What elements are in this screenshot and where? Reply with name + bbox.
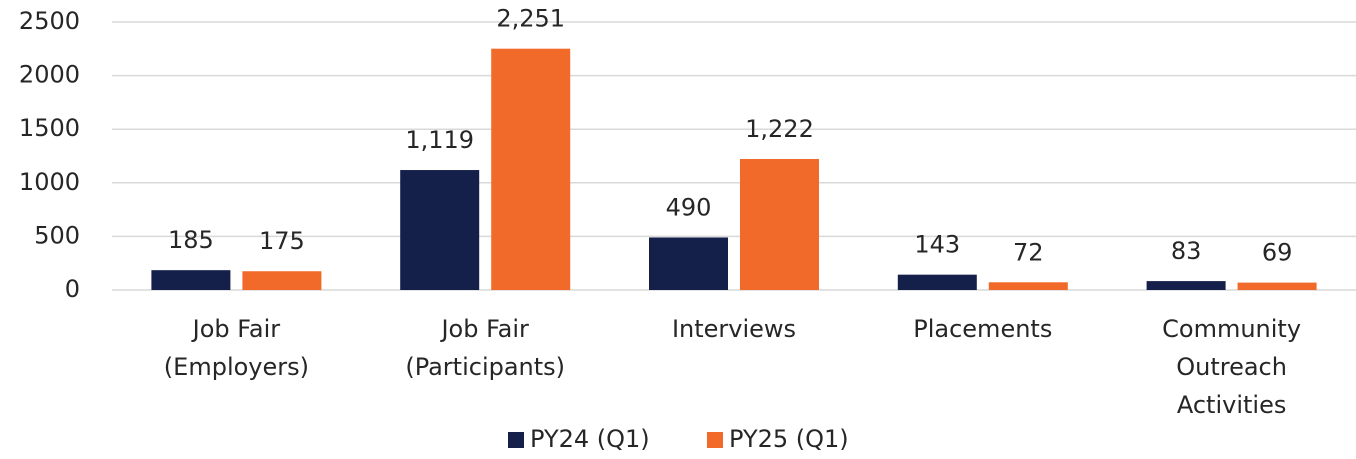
bar	[1146, 281, 1226, 290]
bar	[740, 159, 819, 290]
legend-label: PY24 (Q1)	[530, 425, 650, 453]
y-tick-label: 1500	[19, 114, 80, 142]
legend-swatch	[508, 432, 524, 448]
data-label: 2,251	[496, 5, 565, 33]
data-label: 83	[1171, 237, 1202, 265]
x-tick-label: Job Fair	[191, 315, 281, 343]
x-tick-label: Outreach	[1176, 353, 1287, 381]
x-tick-label: Job Fair	[439, 315, 529, 343]
x-tick-label: Interviews	[672, 315, 796, 343]
data-label: 143	[914, 231, 960, 259]
y-tick-label: 2500	[19, 7, 80, 35]
bar	[1237, 282, 1317, 290]
legend-swatch	[707, 432, 723, 448]
y-tick-label: 2000	[19, 61, 80, 89]
data-label: 69	[1262, 239, 1293, 267]
bar	[242, 271, 322, 290]
bar	[988, 282, 1068, 290]
data-label: 72	[1013, 238, 1044, 266]
x-tick-label: Community	[1162, 315, 1301, 343]
y-tick-label: 1000	[19, 168, 80, 196]
data-label: 1,222	[745, 115, 814, 143]
x-tick-label: Activities	[1177, 391, 1287, 419]
bar	[151, 270, 231, 290]
data-label: 175	[259, 227, 305, 255]
bar	[400, 170, 480, 290]
x-tick-label: Placements	[913, 315, 1052, 343]
data-label: 490	[666, 193, 712, 221]
bar	[491, 48, 571, 291]
bar	[649, 237, 728, 290]
data-label: 185	[168, 226, 214, 254]
y-tick-label: 0	[65, 275, 80, 303]
x-tick-label: (Employers)	[164, 353, 309, 381]
x-tick-label: (Participants)	[405, 353, 565, 381]
bar	[897, 274, 977, 290]
data-label: 1,119	[405, 126, 474, 154]
legend-label: PY25 (Q1)	[729, 425, 849, 453]
y-tick-label: 500	[34, 221, 80, 249]
